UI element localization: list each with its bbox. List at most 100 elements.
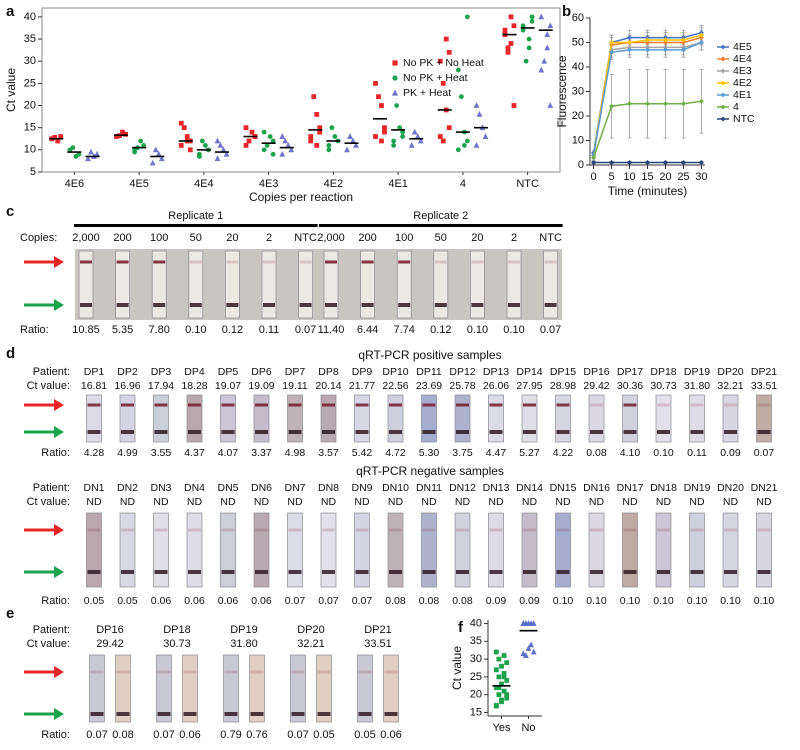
x-tick-label: 4E6 — [65, 178, 85, 190]
point — [141, 143, 147, 148]
test-strip — [387, 394, 404, 443]
point — [123, 131, 128, 137]
ratio-label: 0.09 — [519, 595, 540, 607]
control-line — [154, 430, 168, 434]
point — [501, 688, 507, 694]
strip-body — [357, 654, 373, 723]
legend-marker — [720, 80, 726, 86]
strip-body — [298, 250, 313, 319]
test-strip — [115, 654, 131, 723]
strip-body — [119, 512, 136, 588]
point — [279, 150, 286, 157]
point — [526, 36, 532, 42]
replicate-title: Replicate 2 — [413, 210, 468, 222]
control-line — [90, 712, 104, 716]
y-tick-label: 35 — [24, 33, 36, 45]
ct-value: 19.09 — [248, 380, 274, 392]
test-line — [80, 260, 92, 264]
ct-value: 30.36 — [617, 380, 643, 392]
point — [332, 134, 338, 139]
test-strip — [421, 512, 437, 588]
legend-label: 4E4 — [733, 53, 752, 65]
point — [214, 137, 221, 144]
patient-label: DP13 — [483, 366, 509, 378]
strip-body — [555, 512, 571, 588]
test-line — [544, 260, 557, 264]
point — [528, 641, 534, 648]
control-line — [398, 303, 411, 307]
strip-body — [387, 394, 404, 443]
point — [473, 142, 480, 148]
control-line — [690, 570, 704, 574]
point — [609, 40, 615, 45]
point — [591, 160, 597, 166]
copies-label: 200 — [358, 232, 376, 244]
test-strip — [249, 654, 265, 723]
strip-body — [488, 394, 504, 443]
point — [496, 692, 502, 698]
control-line — [523, 430, 536, 434]
point — [178, 120, 184, 126]
strip-body — [119, 394, 136, 443]
test-strip — [521, 512, 538, 588]
point — [662, 160, 668, 166]
point — [350, 137, 356, 144]
ratio-label: 0.10 — [586, 595, 607, 607]
ct-value: 33.51 — [364, 638, 392, 650]
ratio-label: 0.08 — [586, 447, 607, 459]
ratio-label: 0.09 — [486, 595, 507, 607]
point — [482, 133, 489, 139]
test-line — [317, 670, 331, 674]
test-strip — [182, 654, 198, 723]
point — [85, 155, 91, 162]
test-line — [154, 403, 168, 407]
control-line — [623, 570, 637, 574]
point — [326, 143, 332, 148]
control-line — [724, 430, 737, 434]
strip-body — [354, 394, 370, 443]
ratio-label: 4.28 — [84, 447, 105, 459]
test-strip — [722, 512, 739, 588]
x-tick-label: No — [521, 722, 535, 734]
point — [411, 128, 418, 135]
point — [391, 138, 397, 144]
strip-body — [488, 512, 504, 588]
point — [609, 103, 615, 109]
copies-label: 100 — [150, 232, 168, 244]
test-line — [389, 528, 402, 532]
x-tick-label: 4E5 — [129, 178, 149, 190]
test-strip — [186, 512, 203, 588]
ratio-label: 0.07 — [285, 595, 306, 607]
point — [511, 103, 517, 108]
ct-value: ND — [756, 496, 772, 508]
ratio-label: 0.07 — [153, 729, 174, 741]
point — [52, 135, 58, 140]
control-line — [121, 570, 134, 574]
point — [267, 134, 273, 139]
point — [414, 133, 421, 139]
control-line — [657, 570, 670, 574]
ct-value: ND — [455, 496, 471, 508]
test-strip — [188, 250, 204, 319]
ratio-label: 0.11 — [259, 324, 280, 336]
point — [520, 27, 526, 33]
ratio-label: 6.44 — [357, 324, 378, 336]
test-strip — [354, 394, 370, 443]
point — [282, 137, 289, 144]
point — [526, 45, 532, 51]
point — [120, 129, 125, 135]
y-tick-label: 10 — [572, 134, 584, 146]
test-line — [226, 260, 239, 264]
point — [382, 129, 387, 135]
row-label: Patient: — [33, 482, 70, 494]
row-label: Ct value: — [27, 380, 70, 392]
copies-label: 50 — [435, 232, 447, 244]
strip-body — [287, 512, 303, 588]
point — [288, 146, 295, 153]
ratio-label: 0.08 — [452, 595, 473, 607]
ratio-label: 0.11 — [687, 447, 707, 459]
point — [314, 111, 320, 117]
strip-body — [454, 512, 471, 588]
test-strip — [354, 512, 370, 588]
point — [496, 674, 502, 680]
